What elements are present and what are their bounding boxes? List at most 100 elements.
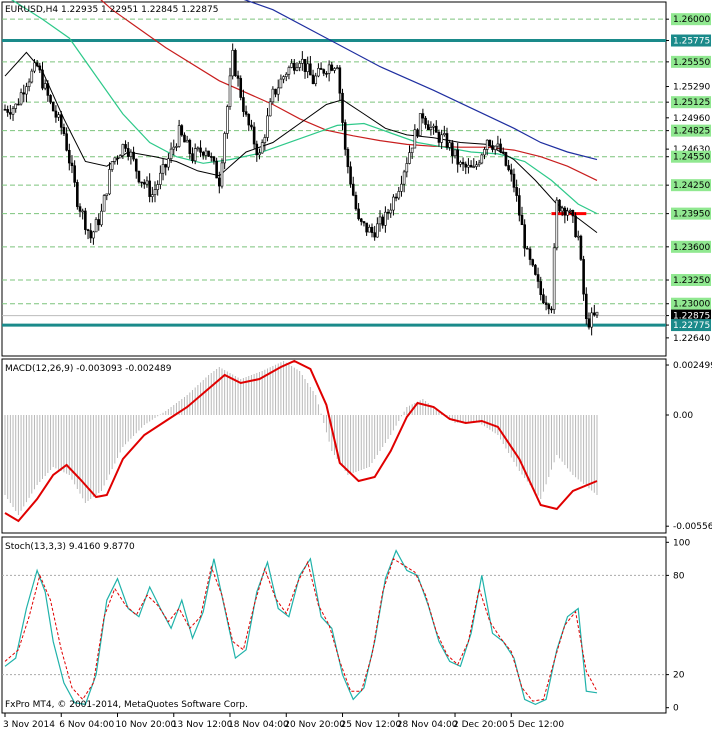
candle-body: [317, 68, 320, 77]
stoch-header: Stoch(13,3,3) 9.4160 9.8770: [5, 542, 135, 552]
candle-body: [22, 92, 26, 95]
candle-body: [413, 129, 417, 149]
candle-body: [11, 108, 15, 115]
candle-body: [483, 149, 486, 156]
price-tick-label: 1.24630: [673, 145, 710, 155]
candle-body: [132, 151, 135, 160]
candle-body: [515, 187, 518, 196]
candle-body: [231, 50, 234, 77]
candle-body: [102, 195, 106, 212]
time-tick-label: 18 Nov 04:00: [228, 720, 289, 730]
candle-body: [282, 76, 285, 80]
candle-body: [333, 68, 336, 71]
candle-body: [531, 259, 535, 266]
candle-body: [434, 125, 438, 133]
candle-body: [429, 126, 433, 130]
candle-body: [362, 221, 366, 224]
candle-body: [445, 133, 449, 148]
candle-body: [330, 64, 334, 71]
candle-body: [303, 58, 307, 72]
candle-body: [400, 183, 403, 192]
price-label-box: [671, 319, 711, 332]
price-tick-label: 1.23600: [673, 243, 710, 253]
candle-body: [212, 156, 216, 162]
candle-body: [188, 139, 192, 154]
candle-body: [306, 63, 309, 72]
candle-body: [35, 62, 39, 67]
candle-body: [456, 149, 460, 165]
stoch-tick-label: 0: [673, 704, 679, 714]
price-label-box: [671, 207, 711, 220]
candle-body: [19, 92, 23, 105]
candle-body: [343, 122, 347, 150]
candle-body: [378, 216, 382, 225]
candle-body: [6, 109, 9, 113]
candle-body: [493, 145, 497, 150]
price-tick-label: 1.24960: [673, 114, 710, 124]
candle-body: [437, 132, 441, 143]
price-panel[interactable]: 1.26000 1.25775 1.25550 1.25290 1.25125 1.249…: [1, 0, 711, 357]
candle-body: [236, 75, 240, 79]
candle-body: [509, 169, 513, 175]
candle-body: [279, 78, 283, 89]
stochastic-panel[interactable]: 100 80 20 0 Stoch(13,3,3) 9.4160 9.8770 FxP…: [1, 536, 690, 714]
price-axis: 1.26000 1.25775 1.25550 1.25290 1.25125 1.249…: [666, 13, 711, 344]
candle-body: [443, 133, 446, 136]
candle-body: [97, 219, 101, 226]
candle-body: [338, 67, 342, 94]
candle-body: [145, 180, 149, 185]
stoch-levels: [2, 574, 666, 676]
macd-axis: 0.002499 0.00 -0.00556: [666, 361, 712, 532]
price-tick-label: 1.25775: [673, 37, 710, 47]
macd-panel[interactable]: 0.002499 0.00 -0.00556 MACD(12,26,9) -0.00…: [1, 358, 712, 534]
candle-body: [105, 193, 109, 196]
candle-body: [25, 86, 28, 95]
candle-body: [293, 62, 296, 71]
candle-body: [175, 146, 178, 148]
candle-body: [416, 129, 419, 136]
candle-body: [46, 83, 50, 96]
candle-body: [418, 113, 422, 136]
price-panel-header: EURUSD,H4 1.22935 1.22951 1.22845 1.2287…: [5, 5, 218, 15]
price-tick-label: 1.23000: [673, 300, 710, 310]
candle-body: [325, 73, 328, 75]
stoch-signal-line: [4, 558, 598, 702]
candle-body: [477, 162, 481, 166]
price-tick-label: 1.22640: [673, 334, 710, 344]
time-tick-label: 3 Nov 2014: [3, 720, 55, 730]
candle-body: [242, 97, 245, 112]
price-tick-label: 1.25125: [673, 98, 710, 108]
price-label-box: [671, 34, 711, 47]
price-label-box: [671, 55, 711, 68]
candle-body: [207, 150, 210, 157]
candle-body: [560, 207, 564, 212]
candle-body: [373, 232, 376, 238]
candle-body: [3, 108, 7, 111]
candle-body: [341, 92, 344, 123]
candle-body: [183, 134, 186, 143]
candle-body: [459, 161, 462, 165]
candle-body: [574, 215, 577, 238]
candle-body: [247, 114, 251, 126]
candle-body: [359, 218, 363, 222]
macd-signal-path: [4, 359, 598, 523]
candle-body: [402, 171, 406, 185]
candle-body: [386, 211, 390, 214]
candle-body: [499, 143, 502, 153]
candle-body: [41, 69, 44, 89]
time-tick-label: 20 Nov 20:00: [284, 720, 345, 730]
candle-body: [394, 196, 398, 199]
candle-body: [121, 144, 125, 156]
candle-body: [167, 158, 170, 168]
candle-body: [421, 113, 425, 119]
candle-body: [504, 152, 508, 166]
candle-body: [244, 111, 248, 115]
candle-body: [472, 166, 476, 168]
candle-body: [215, 160, 218, 179]
candle-body: [539, 281, 543, 295]
candle-body: [520, 214, 524, 226]
candle-body: [496, 143, 500, 147]
candle-body: [76, 182, 79, 207]
macd-tick-label: 0.002499: [673, 361, 712, 371]
